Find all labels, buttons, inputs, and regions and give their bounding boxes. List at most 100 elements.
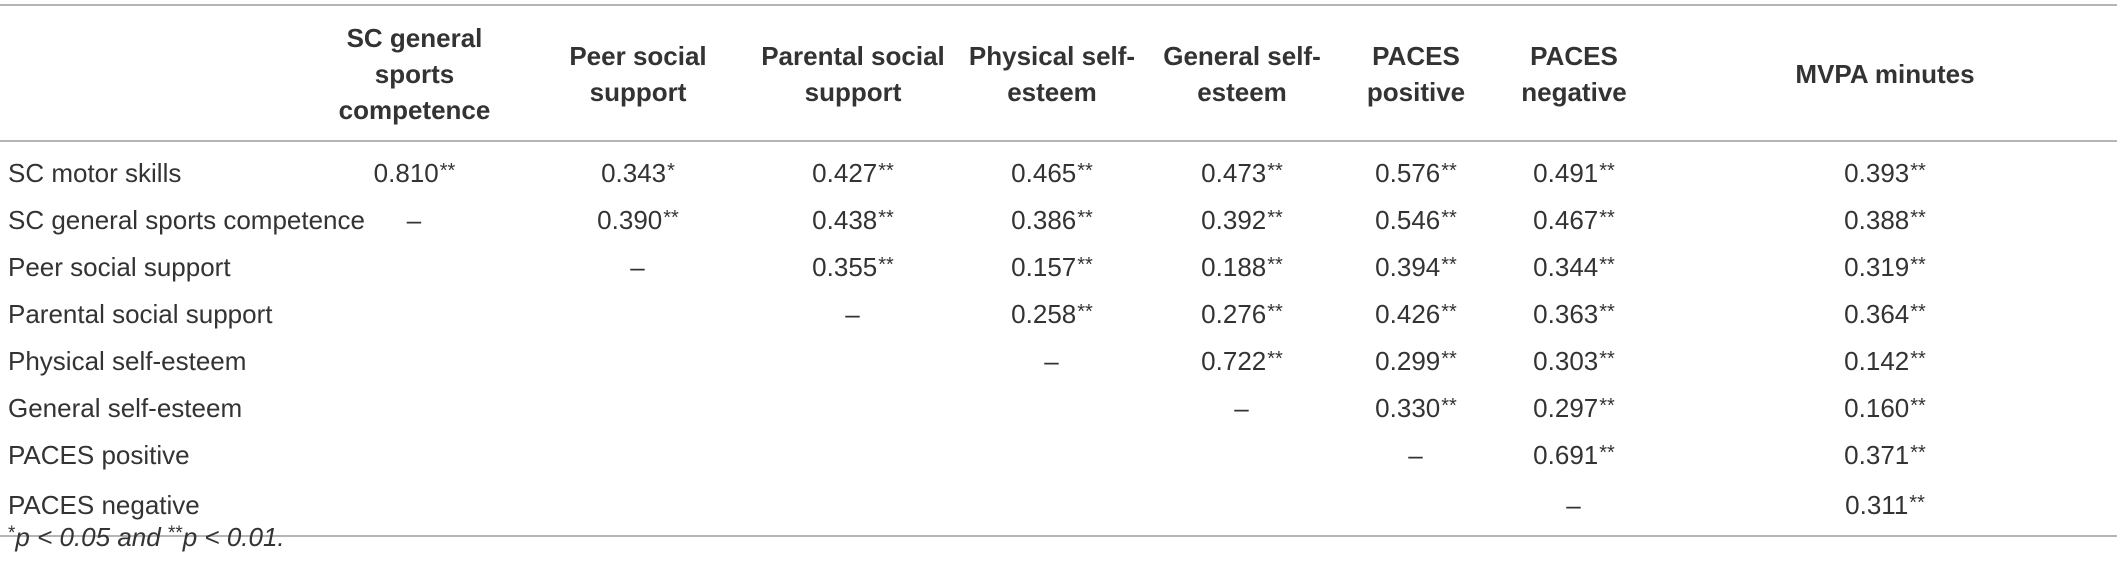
correlation-value: 0.188: [1201, 252, 1267, 282]
correlation-cell: 0.491**: [1495, 141, 1653, 197]
correlation-value: 0.810: [373, 158, 439, 188]
significance-mark: **: [1910, 254, 1926, 276]
row-label: General self-esteem: [8, 393, 243, 423]
correlation-cell: [302, 385, 527, 432]
correlation-cell: [527, 291, 749, 338]
significance-mark: **: [1599, 301, 1615, 323]
row-label: SC motor skills: [8, 158, 182, 188]
footnote-significance-mark: **: [167, 523, 183, 544]
correlation-value: 0.303: [1533, 346, 1599, 376]
significance-mark: **: [1267, 160, 1283, 182]
correlation-cell: 0.722**: [1147, 338, 1337, 385]
correlation-cell: [957, 385, 1147, 432]
correlation-value: –: [630, 252, 645, 282]
table-row: General self-esteem –0.330** 0.297** 0.160*…: [0, 385, 2117, 432]
significance-mark: **: [1077, 160, 1093, 182]
table-row: PACES negative – 0.311**: [0, 479, 2117, 536]
row-label: SC general sports competence: [8, 205, 365, 235]
column-header: General self-esteem: [1163, 41, 1321, 107]
correlation-cell: [527, 385, 749, 432]
significance-mark: **: [1599, 395, 1615, 417]
correlation-value: 0.160: [1844, 393, 1910, 423]
significance-mark: **: [1267, 348, 1283, 370]
footnote-text: p < 0.05 and: [15, 522, 168, 552]
correlation-cell: 0.427**: [749, 141, 957, 197]
significance-mark: **: [1599, 442, 1615, 464]
table-row: Parental social support –0.258** 0.276** 0.…: [0, 291, 2117, 338]
correlation-value: 0.311: [1845, 489, 1909, 520]
correlation-cell: [302, 291, 527, 338]
correlation-cell: 0.355**: [749, 244, 957, 291]
correlation-value: 0.394: [1375, 252, 1441, 282]
correlation-cell: –: [1147, 385, 1337, 432]
significance-mark: **: [1267, 207, 1283, 229]
correlation-cell: 0.303**: [1495, 338, 1653, 385]
correlation-value: 0.467: [1533, 205, 1599, 235]
correlation-cell: 0.465**: [957, 141, 1147, 197]
footnote-text: p < 0.01.: [182, 522, 285, 552]
table-row: Physical self-esteem –0.722** 0.299** 0.303…: [0, 338, 2117, 385]
correlation-value: 0.392: [1201, 205, 1267, 235]
correlation-value: 0.438: [812, 205, 878, 235]
correlation-value: 0.426: [1375, 299, 1441, 329]
correlation-value: –: [845, 299, 860, 329]
correlation-cell: [527, 479, 749, 536]
correlation-cell: [302, 479, 527, 536]
column-header: SC general sports competence: [338, 23, 491, 125]
table-footnote: *p < 0.05 and **p < 0.01.: [8, 522, 285, 553]
correlation-cell: [749, 385, 957, 432]
significance-mark: **: [1599, 207, 1615, 229]
correlation-value: 0.388: [1844, 205, 1910, 235]
correlation-value: 0.473: [1201, 158, 1267, 188]
correlation-value: 0.546: [1375, 205, 1441, 235]
correlation-cell: 0.344**: [1495, 244, 1653, 291]
correlation-value: 0.330: [1375, 393, 1441, 423]
column-header: MVPA minutes: [1795, 59, 1975, 89]
correlation-cell: [957, 479, 1147, 536]
correlation-value: 0.157: [1011, 252, 1077, 282]
significance-mark: **: [1599, 254, 1615, 276]
significance-mark: **: [878, 207, 894, 229]
row-label: Peer social support: [8, 252, 231, 282]
correlation-value: 0.142: [1844, 346, 1910, 376]
correlation-cell: 0.142**: [1653, 338, 2117, 385]
significance-mark: **: [878, 254, 894, 276]
correlation-table: SC general sports competence Peer social…: [0, 4, 2117, 537]
table-row: PACES positive –0.691** 0.371**: [0, 432, 2117, 479]
correlation-cell: 0.297**: [1495, 385, 1653, 432]
correlation-value: 0.364: [1844, 299, 1910, 329]
column-header: PACES positive: [1366, 41, 1466, 107]
correlation-value: 0.355: [812, 252, 878, 282]
significance-mark: **: [1441, 348, 1457, 370]
correlation-cell: [749, 338, 957, 385]
correlation-value: 0.299: [1375, 346, 1441, 376]
correlation-cell: –: [749, 291, 957, 338]
significance-mark: **: [1910, 442, 1926, 464]
significance-mark: **: [1441, 301, 1457, 323]
column-header: Parental social support: [761, 41, 945, 107]
correlation-cell: 0.691**: [1495, 432, 1653, 479]
significance-mark: **: [1077, 301, 1093, 323]
significance-mark: **: [1910, 348, 1926, 370]
row-label: PACES negative: [8, 489, 200, 520]
table-row: SC general sports competence –0.390** 0.43…: [0, 197, 2117, 244]
correlation-cell: 0.388**: [1653, 197, 2117, 244]
correlation-cell: 0.473**: [1147, 141, 1337, 197]
correlation-cell: [302, 432, 527, 479]
correlation-cell: 0.343*: [527, 141, 749, 197]
significance-mark: **: [878, 160, 894, 182]
significance-mark: **: [1441, 395, 1457, 417]
significance-mark: **: [1267, 301, 1283, 323]
correlation-value: 0.722: [1201, 346, 1267, 376]
significance-mark: **: [1077, 207, 1093, 229]
correlation-cell: [302, 338, 527, 385]
correlation-value: 0.390: [597, 205, 663, 235]
row-label: Physical self-esteem: [8, 346, 247, 376]
correlation-cell: 0.576**: [1337, 141, 1495, 197]
correlation-cell: 0.157**: [957, 244, 1147, 291]
correlation-cell: –: [302, 197, 527, 244]
table-row: SC motor skills 0.810** 0.343* 0.427** 0.465…: [0, 141, 2117, 197]
correlation-cell: 0.276**: [1147, 291, 1337, 338]
correlation-value: 0.465: [1011, 158, 1077, 188]
